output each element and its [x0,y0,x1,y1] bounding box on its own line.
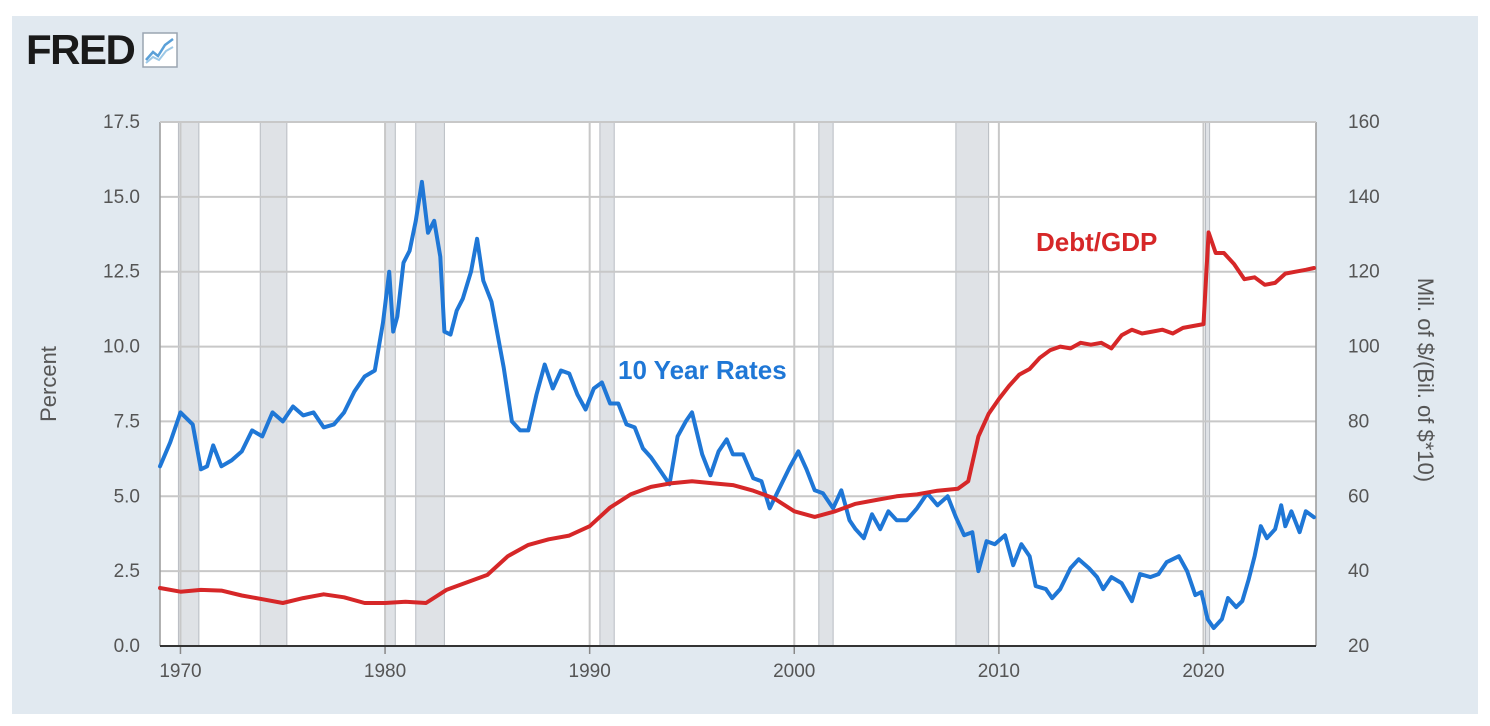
x-tick-label: 2010 [978,661,1020,682]
y-left-tick-label: 15.0 [103,187,140,208]
x-tick-label: 1990 [569,661,611,682]
y-axis-right-title: Mil. of $/(Bil. of $*10) [1413,278,1438,482]
recession-band-1 [259,121,288,647]
series-line-rates [158,179,1316,630]
x-tick-label: 1970 [159,661,201,682]
series-line-debt [158,230,1316,605]
x-tick-label: 1980 [364,661,406,682]
annotation-debt-gdp: Debt/GDP [1036,227,1157,257]
y-right-tick-label: 100 [1348,337,1380,358]
y-axis-left-title: Percent [36,346,61,422]
y-left-tick-label: 7.5 [114,411,140,432]
recession-band-0 [177,121,200,647]
y-right-tick-label: 140 [1348,187,1380,208]
y-right-tick-label: 20 [1348,636,1369,657]
y-right-tick-label: 60 [1348,486,1369,507]
plot-area [158,121,1317,654]
x-tick-label: 2000 [773,661,815,682]
fred-logo[interactable]: FRED [26,26,179,73]
y-left-tick-label: 17.5 [103,112,140,133]
y-left-tick-label: 10.0 [103,337,140,358]
recession-band-5 [818,121,834,647]
logo-text: FRED [26,26,136,73]
y-right-tick-label: 80 [1348,411,1369,432]
y-left-tick-label: 0.0 [114,636,140,657]
annotation-10-year-rates: 10 Year Rates [618,355,787,385]
recession-band-2 [384,121,396,647]
y-left-tick-label: 12.5 [103,262,140,283]
y-left-tick-label: 2.5 [114,561,140,582]
line-chart-icon [142,32,179,68]
y-right-tick-label: 120 [1348,262,1380,283]
plot-background [160,122,1316,646]
recession-band-7 [1205,121,1211,647]
recession-band-3 [415,121,445,647]
y-left-tick-label: 5.0 [114,486,140,507]
y-right-tick-label: 160 [1348,112,1380,133]
y-right-tick-label: 40 [1348,561,1369,582]
recession-band-6 [955,121,990,647]
x-tick-label: 2020 [1182,661,1224,682]
